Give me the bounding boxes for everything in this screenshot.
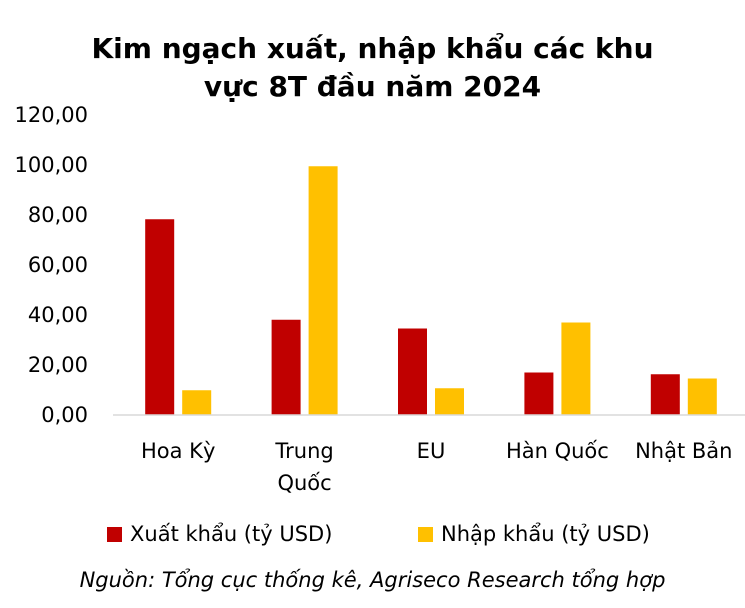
- y-tick-label: 40,00: [28, 303, 88, 327]
- bar-import: [435, 388, 464, 415]
- bar-export: [524, 372, 554, 415]
- x-tick-label: Nhật Bản: [635, 439, 732, 463]
- bar-import: [561, 322, 591, 415]
- legend-item-export: Xuất khẩu (tỷ USD): [107, 522, 332, 546]
- x-tick-label: Hàn Quốc: [506, 439, 609, 463]
- x-tick-label: Hoa Kỳ: [141, 439, 215, 463]
- bar-export: [398, 328, 427, 415]
- chart-title: Kim ngạch xuất, nhập khẩu các khu vực 8T…: [0, 30, 745, 106]
- y-tick-label: 100,00: [15, 153, 88, 177]
- bar-import: [308, 166, 338, 415]
- x-tick-label: Quốc: [277, 471, 331, 495]
- bar-chart: 0,00 20,00 40,00 60,00 80,00 100,00 120,00 Hoa…: [15, 103, 745, 495]
- y-tick-label: 60,00: [28, 253, 88, 277]
- chart-title-line-2: vực 8T đầu năm 2024: [203, 70, 542, 103]
- chart-title-line-1: Kim ngạch xuất, nhập khẩu các khu: [91, 32, 654, 65]
- y-axis: 0,00 20,00 40,00 60,00 80,00 100,00 120,00: [15, 103, 88, 427]
- legend-label-import: Nhập khẩu (tỷ USD): [441, 522, 650, 546]
- source-note: Nguồn: Tổng cục thống kê, Agriseco Resea…: [79, 568, 666, 592]
- bar-export: [145, 219, 175, 415]
- legend-label-export: Xuất khẩu (tỷ USD): [130, 522, 333, 546]
- y-tick-label: 80,00: [28, 203, 88, 227]
- bar-export: [650, 374, 680, 415]
- legend-item-import: Nhập khẩu (tỷ USD): [418, 522, 650, 546]
- bar-import: [687, 378, 717, 415]
- y-tick-label: 0,00: [41, 403, 88, 427]
- legend-swatch-export: [107, 526, 122, 542]
- y-tick-label: 120,00: [15, 103, 88, 127]
- x-tick-label: Trung: [274, 439, 333, 463]
- legend: Xuất khẩu (tỷ USD) Nhập khẩu (tỷ USD): [0, 522, 745, 552]
- y-tick-label: 20,00: [28, 353, 88, 377]
- x-tick-label: EU: [417, 439, 446, 463]
- x-axis: Hoa Kỳ Trung Quốc EU Hàn Quốc Nhật Bản: [141, 439, 732, 495]
- bar-import: [182, 390, 212, 415]
- bar-series-group: [145, 166, 717, 415]
- bar-export: [271, 319, 301, 415]
- legend-swatch-import: [418, 526, 433, 542]
